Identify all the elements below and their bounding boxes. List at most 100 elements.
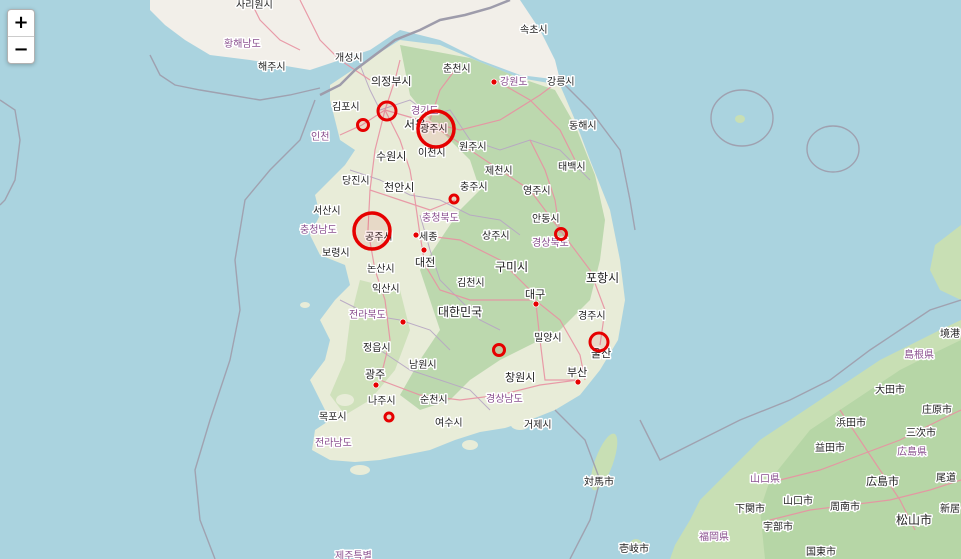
place-label-mokpo: 목포시: [319, 411, 347, 423]
zoom-out-button[interactable]: −: [8, 36, 34, 63]
place-label-daegu: 대구: [525, 288, 545, 301]
place-label-nonsan: 논산시: [367, 263, 395, 275]
place-label-kaesong: 개성시: [335, 52, 363, 64]
place-label-incheon: 인천: [311, 131, 329, 143]
iki-island: [630, 539, 642, 549]
place-label-hiroshima-si: 広島市: [866, 474, 899, 488]
tsushima-island: [590, 433, 618, 491]
marker-sejong[interactable]: [412, 231, 420, 239]
place-label-hamada: 浜田市: [836, 416, 866, 429]
ulleungdo-island: [735, 115, 745, 123]
dmz-border: [319, 0, 511, 97]
place-label-dangjin: 당진시: [342, 175, 370, 187]
place-label-uijeongbu: 의정부시: [371, 75, 411, 88]
marker-jeonnam[interactable]: [383, 411, 395, 423]
place-label-chungnam: 충청남도: [300, 224, 337, 236]
place-label-sangju: 상주시: [482, 230, 510, 242]
north-korea-land: [150, 0, 560, 80]
place-label-jeonnam: 전라남도: [315, 437, 352, 449]
place-label-miryang: 밀양시: [534, 332, 562, 344]
place-label-gwangju: 광주: [365, 368, 385, 381]
place-label-gumi: 구미시: [495, 260, 528, 274]
place-label-geoje: 거제시: [524, 419, 552, 431]
place-label-donghae: 동해시: [569, 119, 597, 132]
marker-incheon-west[interactable]: [356, 118, 370, 132]
place-label-chungju: 충주시: [460, 181, 488, 193]
place-label-gyeongnam: 경상남도: [486, 392, 523, 405]
place-label-miyoshi: 三次市: [906, 426, 936, 439]
place-label-shimane: 島根県: [904, 348, 934, 361]
marker-gwangju[interactable]: [372, 381, 380, 389]
place-label-haeju: 해주시: [258, 60, 286, 73]
marker-jeonbuk[interactable]: [399, 318, 407, 326]
data-markers: [352, 78, 610, 423]
place-label-gyeongju: 경주시: [578, 309, 606, 322]
place-label-wonju: 원주시: [459, 141, 487, 153]
place-label-tsushima: 対馬市: [584, 475, 614, 488]
zoom-in-button[interactable]: +: [13, 12, 29, 33]
place-label-hwanghae: 황해남도: [224, 37, 261, 50]
place-label-masuda: 益田市: [815, 441, 845, 454]
place-label-shunan: 周南市: [830, 500, 860, 513]
place-label-yeongju: 영주시: [523, 185, 551, 197]
place-label-gimcheon: 김천시: [457, 277, 485, 289]
place-label-jeongeup: 정읍시: [363, 342, 391, 354]
marker-daegu[interactable]: [532, 300, 540, 308]
place-label-jeonbuk: 전라북도: [349, 309, 386, 321]
place-label-sokcho: 속초시: [520, 24, 548, 36]
place-label-suncheon: 순천시: [420, 394, 448, 406]
place-label-oda: 大田市: [875, 383, 905, 396]
place-label-icheon: 이천시: [418, 147, 446, 159]
place-label-sakai: 境港: [940, 327, 960, 340]
province-boundaries: [339, 64, 591, 411]
place-label-jecheon: 제천시: [485, 165, 513, 177]
place-label-shimonoseki: 下関市: [735, 502, 765, 515]
marker-chungju[interactable]: [448, 193, 460, 205]
place-label-taebaek: 태백시: [558, 161, 586, 173]
place-label-hiroshima: 広島県: [897, 445, 927, 458]
place-label-sejong: 세종: [419, 231, 437, 243]
place-label-gangwon: 강원도: [500, 76, 528, 88]
place-label-yamaguchi-si: 山口市: [783, 494, 813, 507]
place-label-daejeon: 대전: [415, 256, 435, 269]
place-label-cheonan: 천안시: [384, 180, 414, 194]
marker-daejeon[interactable]: [420, 246, 428, 254]
place-label-gangneung: 강릉시: [547, 76, 575, 88]
place-label-iki: 壱岐市: [619, 542, 649, 555]
japan-forest: [760, 340, 961, 559]
place-label-matsuyama: 松山市: [896, 512, 932, 527]
marker-busan[interactable]: [574, 378, 582, 386]
place-label-gyeonggi: 경기도: [411, 104, 439, 117]
place-label-seosan: 서산시: [313, 205, 341, 217]
place-label-chuncheon: 춘천시: [443, 63, 471, 75]
marker-gyeongnam[interactable]: [492, 343, 506, 357]
marker-gangwon[interactable]: [490, 78, 498, 86]
place-label-yamaguchi-ken: 山口県: [750, 473, 780, 485]
place-label-namwon: 남원시: [409, 359, 437, 371]
place-label-andong: 안동시: [532, 213, 560, 225]
marker-andong[interactable]: [554, 227, 568, 241]
place-label-naju: 나주시: [368, 395, 396, 407]
marker-gongju[interactable]: [352, 211, 392, 251]
place-label-changwon: 창원시: [505, 371, 535, 384]
place-label-gwangju-si: 광주시: [420, 123, 448, 135]
zoom-control: + −: [7, 9, 35, 64]
place-label-yeosu: 여수시: [435, 417, 463, 429]
place-label-jeju: 제주특별: [335, 550, 372, 559]
marker-gwangju-si[interactable]: [416, 109, 456, 149]
marker-seoul[interactable]: [376, 100, 398, 122]
place-label-fukuoka: 福岡県: [699, 530, 729, 543]
japan-island-northeast: [930, 225, 961, 300]
west-islands: [300, 205, 529, 475]
road-network: [249, 0, 961, 531]
place-label-sariwon: 사리원시: [236, 0, 273, 11]
place-label-korea: 대한민국: [438, 305, 482, 319]
place-label-busan: 부산: [567, 366, 587, 379]
place-label-suwon: 수원시: [376, 150, 406, 163]
mountain-area-west: [330, 280, 410, 415]
place-label-boryeong: 보령시: [322, 247, 350, 259]
place-label-shobara: 庄原市: [922, 403, 952, 416]
marker-ulsan[interactable]: [588, 331, 610, 353]
